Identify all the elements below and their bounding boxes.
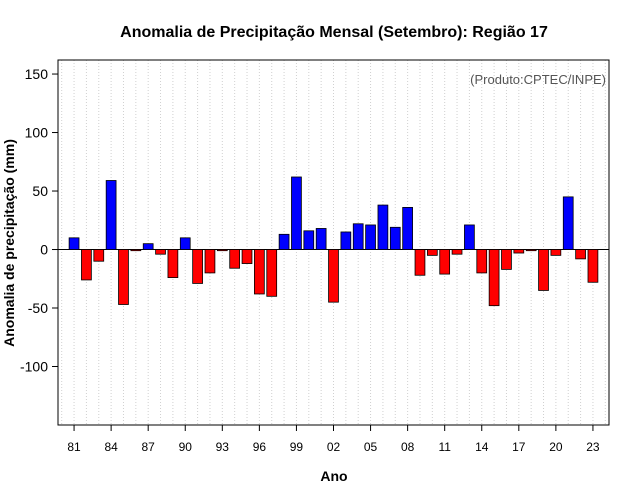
- bar-2007: [389, 226, 401, 250]
- y-tick-label: 50: [32, 183, 48, 199]
- bar-2002: [328, 249, 339, 303]
- bar-2016: [501, 249, 512, 270]
- bar-2017: [513, 249, 525, 254]
- bar-1990: [179, 237, 191, 250]
- x-tick-label: 81: [67, 440, 81, 454]
- bar-1981: [68, 237, 80, 250]
- bar-1989: [167, 249, 179, 278]
- bar-2012: [451, 249, 463, 255]
- x-tick-label: 90: [179, 440, 193, 454]
- bar-2010: [426, 249, 438, 256]
- bar-1988: [155, 249, 166, 255]
- grid-lines: [61, 60, 606, 425]
- bar-2004: [352, 223, 364, 250]
- bar-1982: [81, 249, 92, 281]
- bar-2009: [414, 249, 426, 276]
- x-tick-label: 84: [104, 440, 118, 454]
- y-tick-label: -50: [28, 300, 48, 316]
- y-tick-label: 150: [25, 66, 49, 82]
- y-axis: -100 -50 0 50 100 150: [20, 66, 58, 375]
- bar-1991: [192, 249, 203, 284]
- bar-1986: [130, 249, 142, 252]
- bar-2008: [402, 207, 413, 250]
- bar-1987: [142, 243, 154, 250]
- bar-1998: [278, 233, 290, 250]
- bar-2013: [464, 224, 475, 250]
- x-axis-title: Ano: [320, 468, 347, 484]
- bar-1993: [216, 249, 228, 252]
- bar-2000: [303, 230, 315, 250]
- x-tick-label: 05: [364, 440, 378, 454]
- bar-2021: [562, 196, 574, 250]
- bar-2006: [377, 204, 389, 250]
- y-axis-title: Anomalia de precipitação (mm): [1, 139, 17, 347]
- bar-2020: [550, 249, 562, 256]
- chart-title: Anomalia de Precipitação Mensal (Setembr…: [120, 24, 548, 41]
- bar-1999: [291, 176, 302, 250]
- bar-1995: [241, 249, 253, 264]
- bar-2014: [476, 249, 488, 274]
- bar-2003: [340, 231, 352, 250]
- x-tick-label: 20: [549, 440, 563, 454]
- x-tick-label: 02: [327, 440, 341, 454]
- bar-2001: [315, 228, 327, 250]
- bar-1985: [118, 249, 129, 305]
- x-tick-label: 08: [401, 440, 415, 454]
- x-axis: 81 84 87 90 93 96 99 02 05 08 11 14 17 20 23: [67, 425, 600, 454]
- x-tick-label: 99: [290, 440, 304, 454]
- bar-2011: [439, 249, 451, 275]
- x-tick-label: 11: [438, 440, 451, 454]
- bars-group: [68, 176, 599, 307]
- bar-2023: [587, 249, 599, 283]
- y-tick-label: -100: [20, 359, 48, 375]
- bar-2022: [575, 249, 586, 260]
- bar-1984: [105, 180, 117, 250]
- x-tick-label: 17: [512, 440, 526, 454]
- bar-2018: [525, 249, 537, 252]
- bar-1996: [254, 249, 265, 295]
- bar-2019: [538, 249, 549, 291]
- bar-1992: [204, 249, 216, 274]
- x-tick-label: 14: [475, 440, 489, 454]
- x-tick-label: 87: [142, 440, 156, 454]
- x-tick-label: 96: [253, 440, 267, 454]
- bar-2005: [365, 224, 376, 250]
- bar-1994: [229, 249, 241, 269]
- y-tick-label: 0: [40, 242, 48, 258]
- x-tick-label: 23: [586, 440, 600, 454]
- bar-2015: [488, 249, 500, 307]
- bar-1983: [93, 249, 105, 262]
- source-credit: (Produto:CPTEC/INPE): [470, 72, 606, 87]
- y-tick-label: 100: [25, 125, 49, 141]
- x-tick-label: 93: [216, 440, 230, 454]
- bar-1997: [266, 249, 278, 297]
